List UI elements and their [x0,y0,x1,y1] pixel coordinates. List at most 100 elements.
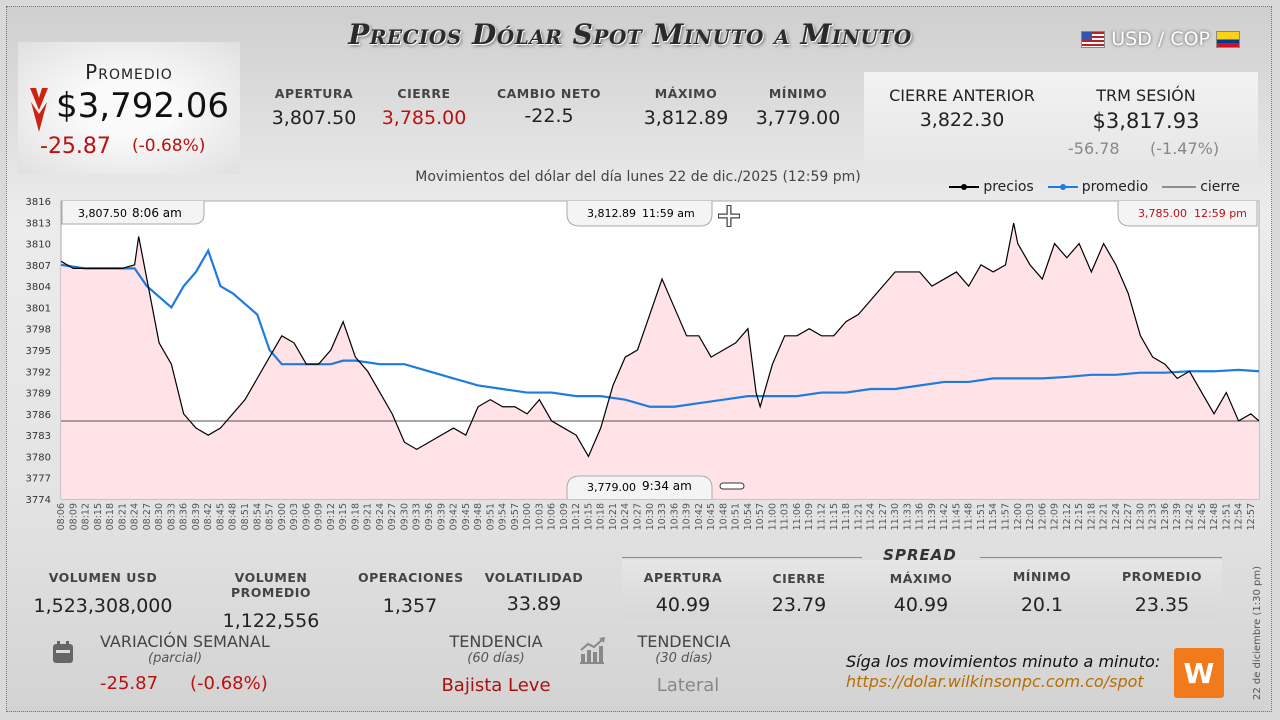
stat-apertura: APERTURA 3,807.50 [266,86,362,129]
currency-pair: USD / COP [1081,28,1240,50]
stat-cierre: CIERRE 3,785.00 [376,86,472,129]
x-tick-label: 11:15 [829,503,840,530]
x-tick-label: 12:36 [1160,503,1171,530]
stat-minimo: MÍNIMO 3,779.00 [750,86,846,129]
x-tick-label: 08:24 [130,503,141,530]
callout-open: 3,807.50 8:06 am [61,201,205,225]
tendencia60-sub: (60 días) [467,651,525,666]
stat-trm: TRM SESIÓN $3,817.93 [1070,86,1222,133]
x-tick-label: 12:06 [1037,503,1048,530]
x-tick-label: 08:45 [215,503,226,530]
x-tick-label: 09:00 [277,503,288,530]
y-tick-label: 3789 [26,389,51,400]
stat-label: MÍNIMO [1012,569,1072,584]
x-tick-label: 12:24 [1111,503,1122,530]
legend-precios: precios [949,179,1034,195]
price-chart[interactable]: 3774 3777 3780 3783 3786 3789 3792 3795 3798 3801… [0,0,1280,560]
x-tick-label: 08:54 [252,503,263,530]
spread-minimo: MÍNIMO 20.1 [996,569,1088,616]
callout-max: 3,812.89 11:59 am [566,201,713,227]
stat-value: 3,779.00 [755,107,841,129]
x-tick-label: 10:03 [534,503,545,530]
x-tick-label: 09:57 [510,503,521,530]
callout-max-time: 11:59 am [642,207,695,220]
x-tick-label: 09:33 [412,503,423,530]
x-tick-label: 09:03 [289,503,300,530]
x-tick-label: 09:27 [387,503,398,530]
callout-min-price: 3,779.00 [587,481,636,494]
x-tick-label: 11:06 [792,503,803,530]
x-tick-label: 09:24 [375,503,386,530]
cta-text: Síga los movimientos minuto a minuto: [846,652,1161,671]
cta-link[interactable]: https://dolar.wilkinsonpc.com.co/spot [846,672,1144,691]
y-tick-label: 3783 [26,431,51,442]
x-tick-label: 09:45 [461,503,472,530]
scroll-handle[interactable] [719,482,745,490]
x-tick-label: 10:27 [633,503,644,530]
y-tick-label: 3798 [26,325,51,336]
promedio-panel: Promedio $3,792.06 -25.87 (-0.68%) [18,42,240,174]
x-tick-label: 11:03 [780,503,791,530]
previous-close-panel [864,72,1258,170]
tendencia30-label: TENDENCIA [637,632,731,651]
stat-operaciones: OPERACIONES 1,357 [358,570,463,617]
x-tick-label: 11:39 [927,503,938,530]
stat-maximo: MÁXIMO 3,812.89 [638,86,734,129]
x-tick-label: 10:57 [755,503,766,530]
x-tick-label: 11:57 [1000,503,1011,530]
promedio-pct: (-0.68%) [132,136,206,156]
legend-label: cierre [1200,179,1240,195]
x-tick-label: 08:18 [105,503,116,530]
spread-panel [622,560,1222,618]
spread-maximo: MÁXIMO 40.99 [874,571,968,616]
tendencia60-label: TENDENCIA [449,632,543,651]
x-tick-label: 10:33 [657,503,668,530]
x-tick-label: 09:36 [424,503,435,530]
x-tick-label: 11:42 [939,503,950,530]
stat-volumen-promedio: VOLUMEN PROMEDIO 1,122,556 [196,570,346,632]
x-tick-label: 12:51 [1221,503,1232,530]
stat-label: MÁXIMO [889,571,953,586]
y-tick-label: 3807 [26,261,51,272]
stat-value: 23.79 [771,594,827,616]
callout-close: 3,785.00 12:59 pm [1117,201,1258,227]
stat-value: 3,822.30 [919,109,1005,131]
x-tick-label: 10:18 [596,503,607,530]
stat-cierre-anterior: CIERRE ANTERIOR 3,822.30 [884,86,1040,131]
variacion-change: -25.87 [100,673,159,694]
stat-value: 40.99 [655,594,711,616]
x-tick-label: 12:12 [1062,503,1073,530]
x-tick-label: 10:30 [645,503,656,530]
wilkinson-logo-icon[interactable]: W [1174,648,1224,698]
x-tick-label: 09:18 [350,503,361,530]
tendencia30-sub: (30 días) [655,651,713,666]
y-tick-label: 3804 [26,282,51,293]
stat-label: CIERRE [772,571,826,586]
x-tick-label: 11:54 [988,503,999,530]
x-tick-label: 09:06 [301,503,312,530]
x-tick-label: 09:39 [436,503,447,530]
variacion-sub: (parcial) [148,651,203,666]
callout-open-price: 3,807.50 [78,207,127,220]
x-tick-label: 08:57 [265,503,276,530]
spread-divider [622,557,862,558]
calendar-icon [53,641,73,663]
x-tick-label: 08:51 [240,503,251,530]
x-tick-label: 09:09 [314,503,325,530]
stat-label: MÁXIMO [654,86,718,101]
us-flag-icon [1081,30,1106,48]
legend-promedio: promedio [1047,179,1148,195]
y-tick-label: 3810 [26,240,51,251]
variacion-label: VARIACIÓN SEMANAL [100,632,270,651]
x-tick-label: 09:30 [399,503,410,530]
x-tick-label: 12:15 [1074,503,1085,530]
stat-label: APERTURA [643,570,723,585]
promedio-change: -25.87 [40,134,111,159]
x-tick-label: 09:21 [363,503,374,530]
trm-pct: (-1.47%) [1150,139,1220,158]
crosshair-icon[interactable] [718,205,740,227]
variacion-pct: (-0.68%) [190,673,268,694]
x-tick-label: 08:09 [68,503,79,530]
x-tick-label: 08:33 [166,503,177,530]
stat-label: CIERRE ANTERIOR [889,86,1035,105]
